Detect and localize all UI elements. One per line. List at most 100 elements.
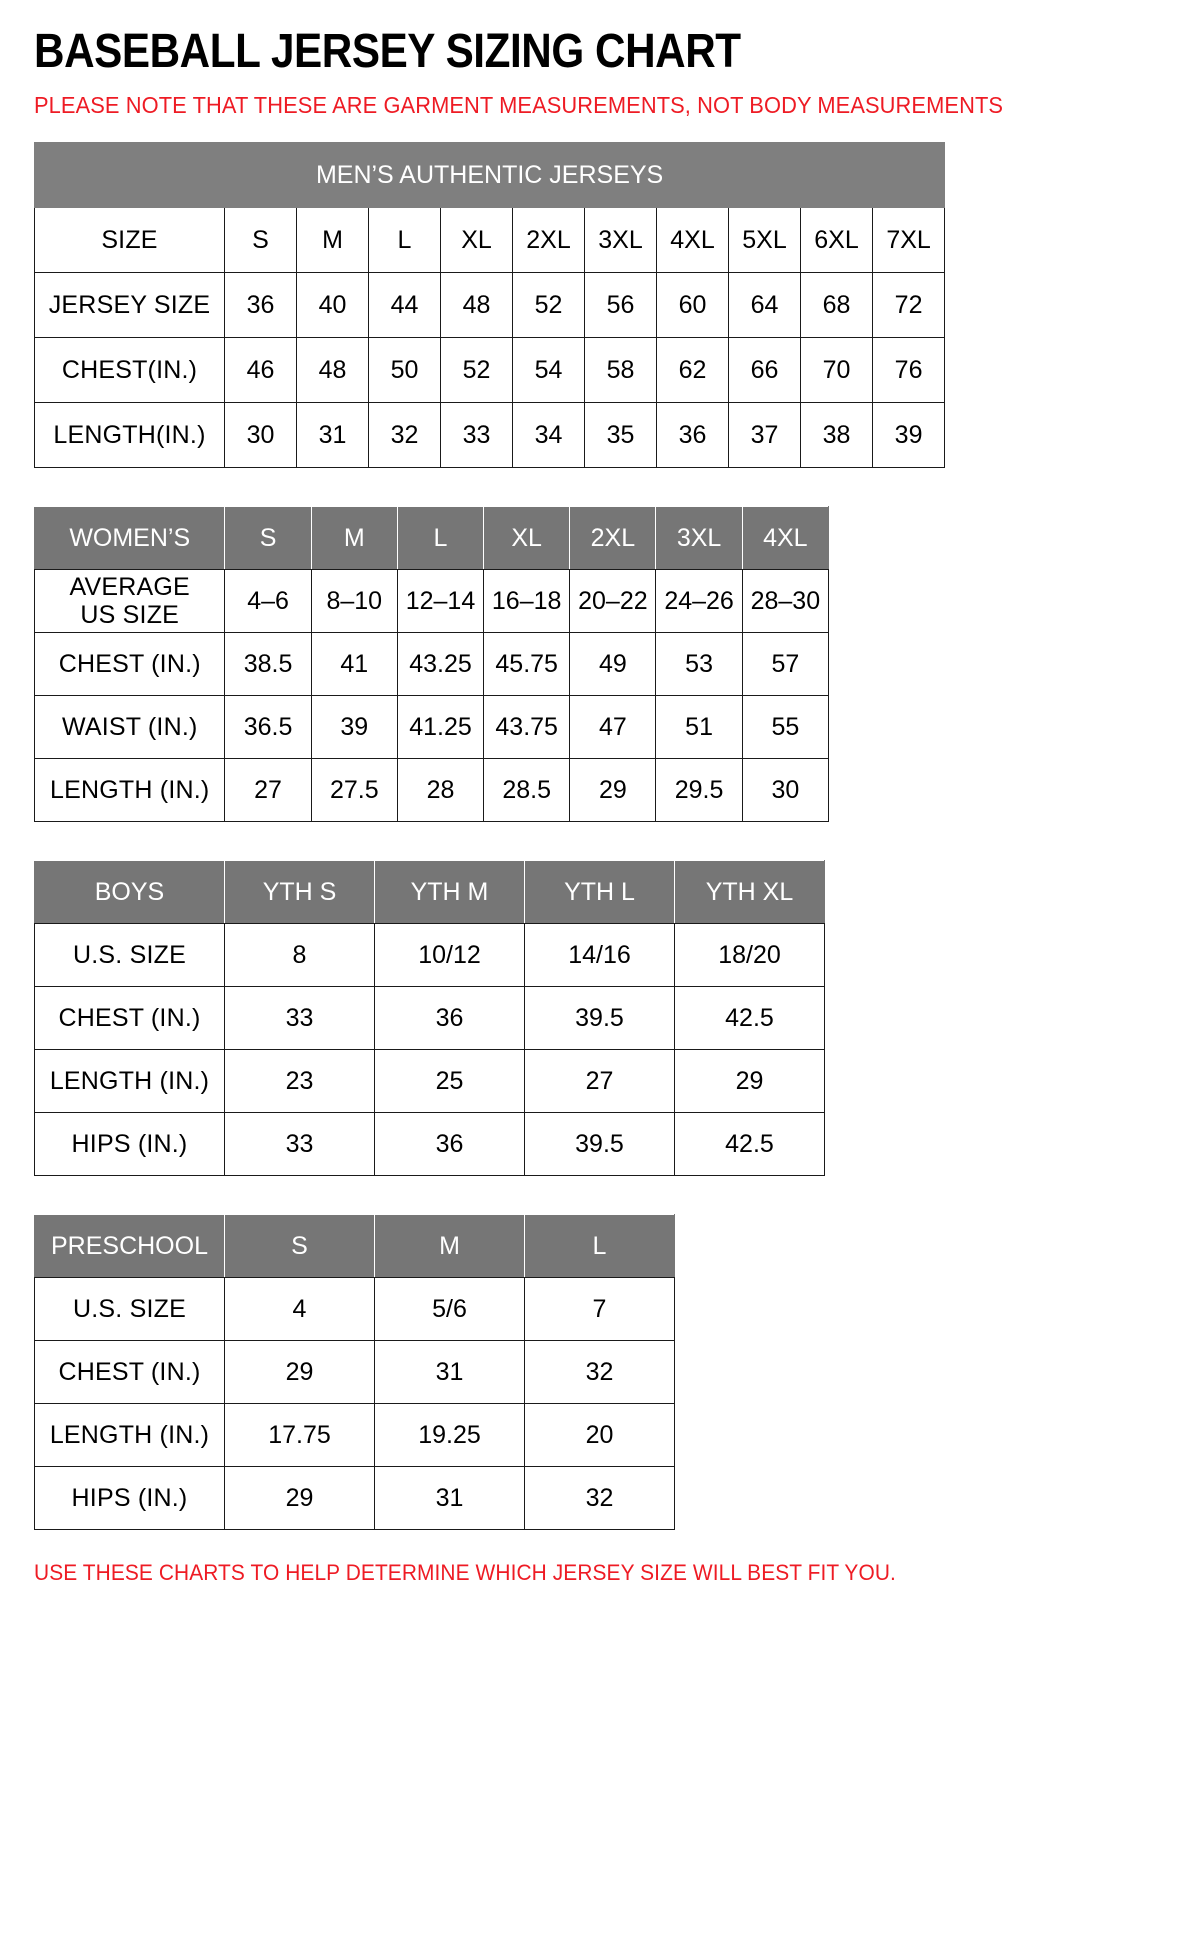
boys-header-yth-m: YTH M xyxy=(374,860,525,925)
table-cell: 36 xyxy=(224,272,297,339)
table-cell: 51 xyxy=(655,695,743,760)
table-cell: 29 xyxy=(569,758,657,823)
table-cell: 54 xyxy=(512,337,585,404)
table-cell: 47 xyxy=(569,695,657,760)
womens-row-label-length: LENGTH (IN.) xyxy=(33,758,226,823)
preschool-row-label-hips: HIPS (IN.) xyxy=(34,1466,225,1531)
boys-row-label-us-size: U.S. SIZE xyxy=(34,923,225,988)
table-cell: 38 xyxy=(800,402,873,469)
table-cell: 43.75 xyxy=(483,695,571,760)
mens-header-2xl: 2XL xyxy=(512,207,585,274)
table-cell: 36 xyxy=(656,402,729,469)
mens-banner-row: MEN’S AUTHENTIC JERSEYS xyxy=(33,142,946,209)
mens-row-label-jersey-size: JERSEY SIZE xyxy=(34,272,225,339)
table-row: LENGTH (IN.) 17.75 19.25 20 xyxy=(34,1403,675,1468)
womens-header-2xl: 2XL xyxy=(569,506,657,571)
womens-row-label-average-us-size: AVERAGE US SIZE xyxy=(33,569,226,634)
label-line-2: US SIZE xyxy=(80,601,180,630)
table-cell: 52 xyxy=(440,337,513,404)
womens-header-row: WOMEN’S S M L XL 2XL 3XL 4XL xyxy=(33,506,830,571)
table-cell: 39.5 xyxy=(524,986,675,1051)
table-cell: 57 xyxy=(741,632,830,697)
table-cell: 34 xyxy=(512,402,585,469)
mens-row-label-chest: CHEST(IN.) xyxy=(34,337,225,404)
womens-header-s: S xyxy=(224,506,312,571)
table-cell: 14/16 xyxy=(524,923,675,988)
table-row: AVERAGE US SIZE 4–6 8–10 12–14 16–18 20–2… xyxy=(33,569,830,634)
boys-row-label-chest: CHEST (IN.) xyxy=(34,986,225,1051)
table-cell: 23 xyxy=(224,1049,375,1114)
sizing-chart-page: BASEBALL JERSEY SIZING CHART PLEASE NOTE… xyxy=(33,28,1003,1585)
preschool-header-s: S xyxy=(224,1214,375,1279)
table-cell: 38.5 xyxy=(224,632,312,697)
table-cell: 28 xyxy=(396,758,485,823)
table-row: CHEST (IN.) 29 31 32 xyxy=(34,1340,675,1405)
table-row: LENGTH (IN.) 23 25 27 29 xyxy=(34,1049,825,1114)
boys-sizing-table: BOYS YTH S YTH M YTH L YTH XL U.S. SIZE … xyxy=(34,860,825,1177)
table-cell: 60 xyxy=(656,272,729,339)
mens-sizing-table: MEN’S AUTHENTIC JERSEYS SIZE S M L XL 2X… xyxy=(33,142,946,469)
table-cell: 32 xyxy=(524,1466,675,1531)
table-row: CHEST(IN.) 46 48 50 52 54 58 62 66 70 76 xyxy=(34,337,946,404)
table-row: LENGTH (IN.) 27 27.5 28 28.5 29 29.5 30 xyxy=(33,758,830,823)
mens-banner-title: MEN’S AUTHENTIC JERSEYS xyxy=(33,142,946,209)
boys-row-label-length: LENGTH (IN.) xyxy=(34,1049,225,1114)
table-cell: 43.25 xyxy=(396,632,485,697)
table-cell: 27.5 xyxy=(310,758,398,823)
table-cell: 39 xyxy=(310,695,398,760)
table-cell: 58 xyxy=(584,337,657,404)
preschool-row-label-chest: CHEST (IN.) xyxy=(34,1340,225,1405)
table-row: U.S. SIZE 8 10/12 14/16 18/20 xyxy=(34,923,825,988)
table-cell: 32 xyxy=(368,402,441,469)
table-cell: 28–30 xyxy=(741,569,830,634)
womens-header-4xl: 4XL xyxy=(741,506,830,571)
womens-header-title: WOMEN’S xyxy=(33,506,226,571)
table-cell: 36 xyxy=(374,1112,525,1177)
mens-header-4xl: 4XL xyxy=(656,207,729,274)
table-cell: 36.5 xyxy=(224,695,312,760)
table-cell: 62 xyxy=(656,337,729,404)
table-cell: 20 xyxy=(524,1403,675,1468)
table-cell: 20–22 xyxy=(569,569,657,634)
table-row: HIPS (IN.) 33 36 39.5 42.5 xyxy=(34,1112,825,1177)
table-cell: 39.5 xyxy=(524,1112,675,1177)
table-row: LENGTH(IN.) 30 31 32 33 34 35 36 37 38 3… xyxy=(34,402,946,469)
table-cell: 72 xyxy=(871,272,946,339)
table-cell: 31 xyxy=(374,1340,525,1405)
preschool-header-l: L xyxy=(524,1214,675,1279)
preschool-header-title: PRESCHOOL xyxy=(34,1214,225,1279)
table-cell: 36 xyxy=(374,986,525,1051)
table-cell: 35 xyxy=(584,402,657,469)
table-cell: 53 xyxy=(655,632,743,697)
table-cell: 42.5 xyxy=(674,1112,825,1177)
womens-header-xl: XL xyxy=(483,506,571,571)
table-cell: 29 xyxy=(674,1049,825,1114)
table-cell: 24–26 xyxy=(655,569,743,634)
table-cell: 70 xyxy=(800,337,873,404)
table-cell: 45.75 xyxy=(483,632,571,697)
mens-header-size: SIZE xyxy=(34,207,225,274)
table-cell: 48 xyxy=(296,337,369,404)
womens-header-m: M xyxy=(310,506,398,571)
table-cell: 76 xyxy=(871,337,946,404)
table-row: CHEST (IN.) 38.5 41 43.25 45.75 49 53 57 xyxy=(33,632,830,697)
table-cell: 19.25 xyxy=(374,1403,525,1468)
table-cell: 40 xyxy=(296,272,369,339)
table-cell: 5/6 xyxy=(374,1277,525,1342)
table-cell: 41 xyxy=(310,632,398,697)
boys-header-title: BOYS xyxy=(34,860,225,925)
mens-header-xl: XL xyxy=(440,207,513,274)
table-cell: 66 xyxy=(728,337,801,404)
table-cell: 50 xyxy=(368,337,441,404)
table-cell: 7 xyxy=(524,1277,675,1342)
table-cell: 37 xyxy=(728,402,801,469)
boys-header-row: BOYS YTH S YTH M YTH L YTH XL xyxy=(34,860,825,925)
mens-header-5xl: 5XL xyxy=(728,207,801,274)
boys-header-yth-l: YTH L xyxy=(524,860,675,925)
table-cell: 48 xyxy=(440,272,513,339)
table-cell: 27 xyxy=(224,758,312,823)
table-cell: 4–6 xyxy=(224,569,312,634)
table-row: CHEST (IN.) 33 36 39.5 42.5 xyxy=(34,986,825,1051)
table-cell: 4 xyxy=(224,1277,375,1342)
boys-row-label-hips: HIPS (IN.) xyxy=(34,1112,225,1177)
